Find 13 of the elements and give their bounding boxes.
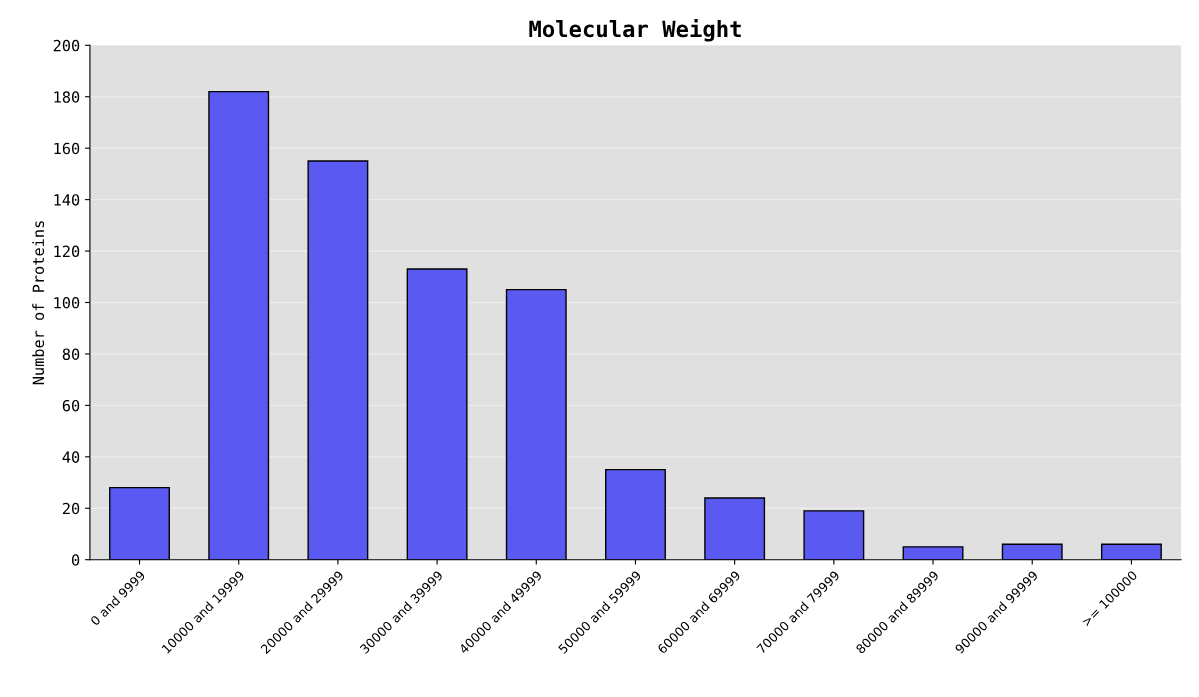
y-tick-label: 100 <box>54 297 80 309</box>
y-tick-label: 20 <box>62 502 80 515</box>
chart-title: Molecular Weight <box>529 18 741 42</box>
y-tick-label: 80 <box>62 348 80 360</box>
y-tick-label: 160 <box>54 142 80 155</box>
y-tick-label: 40 <box>62 451 80 463</box>
y-axis-title: Number of Proteins <box>32 221 45 385</box>
y-tick-label: 60 <box>62 399 80 412</box>
y-tick-label: 0 <box>72 554 80 566</box>
y-tick-label: 140 <box>54 194 80 206</box>
y-tick-label: 120 <box>54 245 80 258</box>
y-tick-label: 180 <box>54 91 80 103</box>
y-tick-label: 200 <box>53 39 80 52</box>
